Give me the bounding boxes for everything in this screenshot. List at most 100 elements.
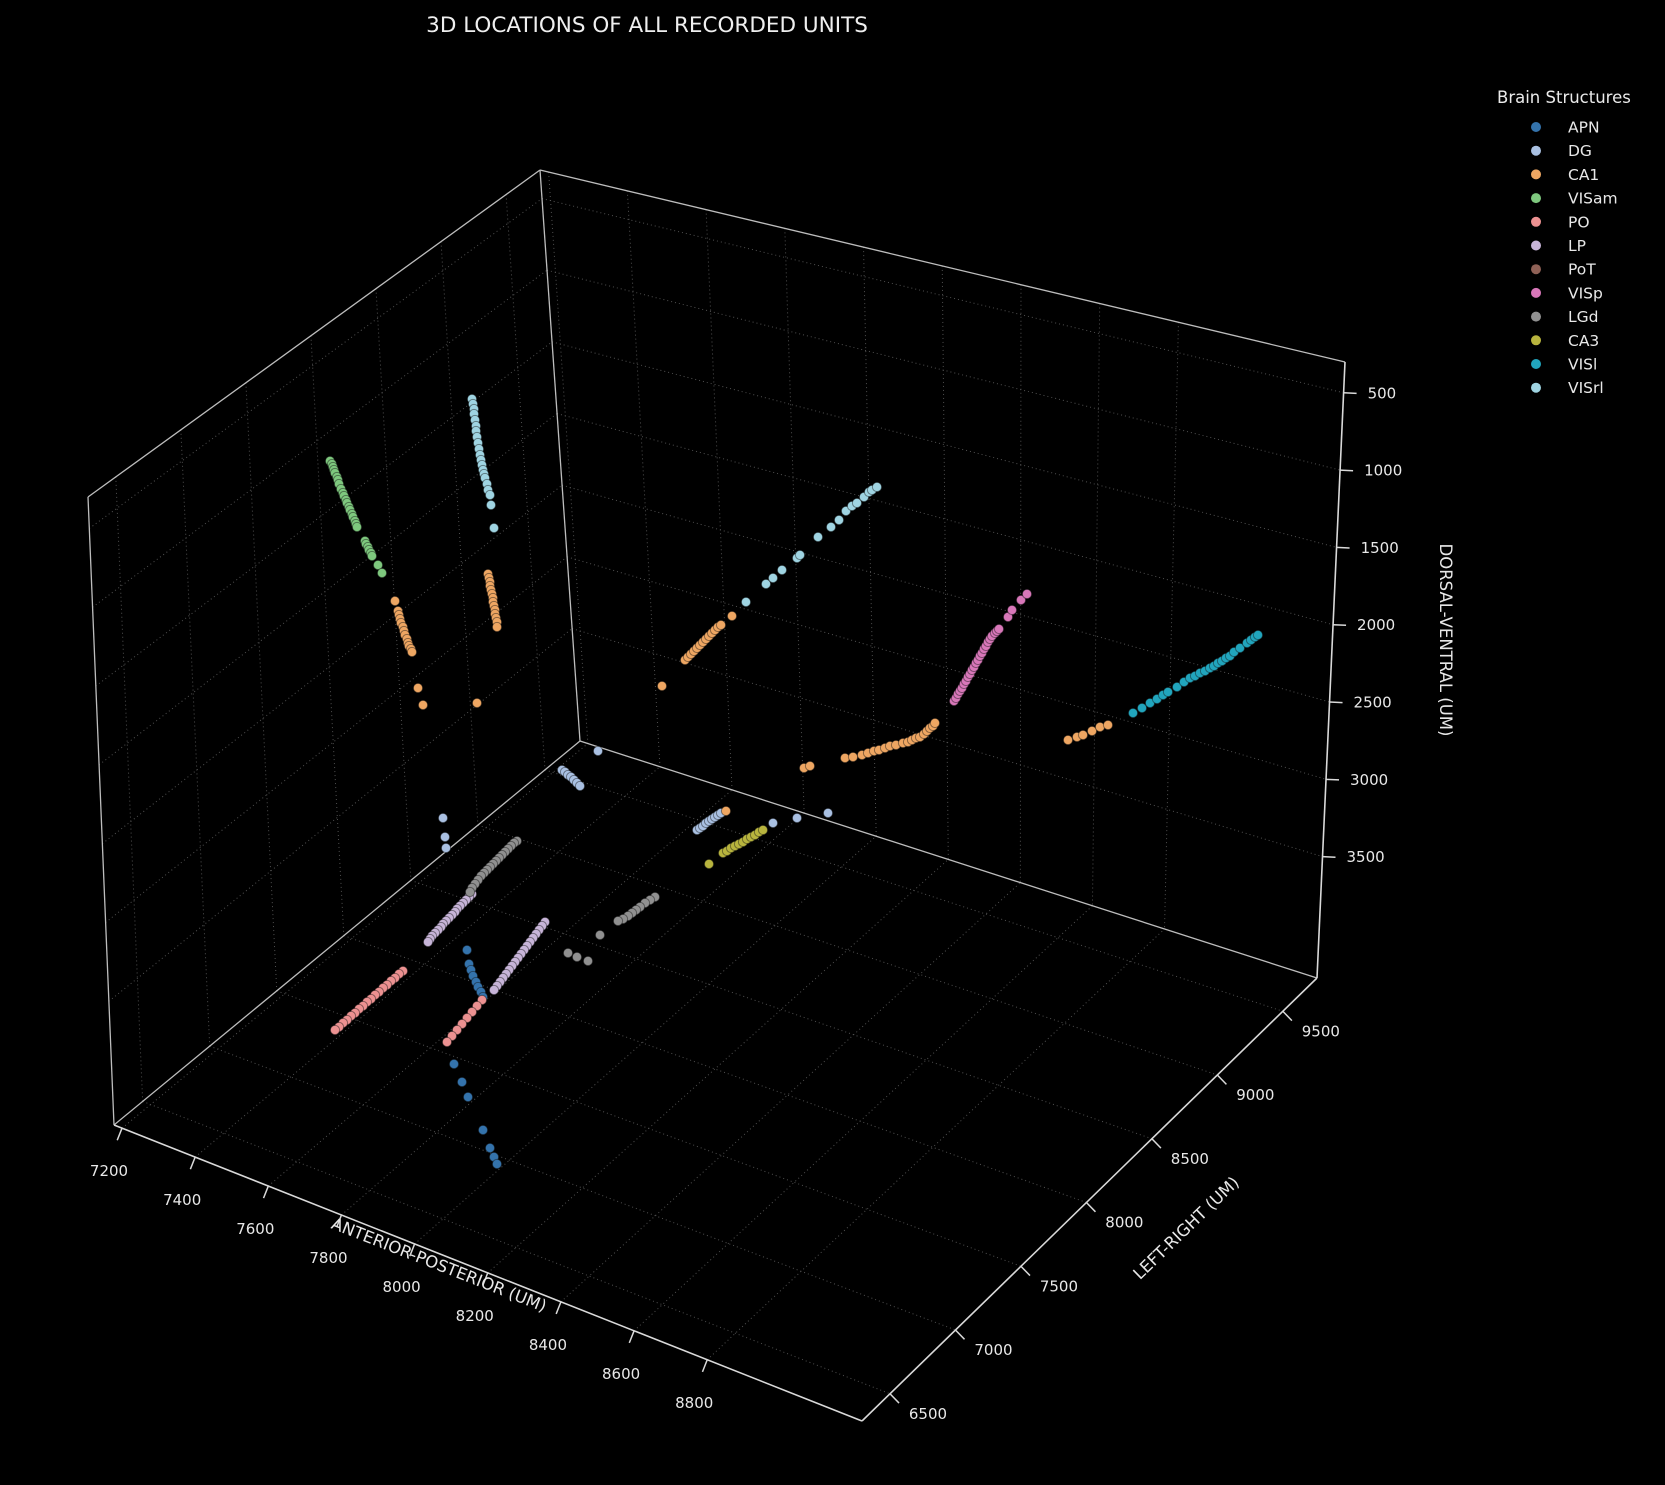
scatter-point	[794, 549, 806, 561]
series-PO	[329, 965, 488, 1048]
scatter-point	[776, 564, 788, 576]
grid-line	[487, 859, 949, 1274]
scatter-point	[440, 842, 452, 854]
tick-labels: 7200 7400 7600 7800 8000 8200 8400 8600 8800 6500…	[90, 384, 1402, 1422]
series-VISrl	[466, 393, 883, 608]
scatter-point	[871, 481, 883, 493]
scatter-point	[1171, 681, 1183, 693]
scatter-point	[1144, 697, 1156, 709]
x-tick-label: 7600	[236, 1220, 274, 1238]
scatter-point	[582, 955, 594, 967]
grid-line	[784, 228, 805, 814]
legend-items: APN DG CA1 VISam PO LP PoT VISp LGd CA3 VISl VISrl	[1531, 119, 1618, 397]
legend-label: CA1	[1568, 166, 1599, 184]
scatter-point	[562, 947, 574, 959]
tick-mark	[701, 1359, 708, 1373]
tick-mark	[1336, 546, 1350, 549]
grid-line	[541, 198, 1344, 394]
tick-mark	[116, 1127, 123, 1141]
tick-mark	[628, 1330, 635, 1344]
x-tick-label: 7400	[163, 1191, 201, 1209]
box-edge	[87, 169, 541, 498]
scatter-point	[574, 780, 586, 792]
grid-line	[633, 905, 1093, 1332]
scatter-point	[929, 717, 941, 729]
scatter-point	[612, 915, 624, 927]
box-edge	[87, 496, 115, 1126]
legend-item-PoT: PoT	[1531, 261, 1596, 279]
scatter-point	[1077, 729, 1089, 741]
scatter-point	[656, 680, 668, 692]
legend-item-VISp: VISp	[1531, 284, 1603, 302]
z-tick-label: 500	[1368, 384, 1397, 402]
x-tick-label: 7200	[90, 1162, 128, 1180]
scatter-point	[822, 807, 834, 819]
scatter-point	[366, 550, 378, 562]
scatter-point	[441, 1036, 453, 1048]
grid-line	[121, 743, 589, 1129]
tick-mark	[1216, 1074, 1227, 1085]
series-DG	[437, 745, 834, 854]
legend-label: APN	[1568, 119, 1600, 137]
scatter-point	[491, 621, 503, 633]
grid-line	[560, 882, 1021, 1303]
legend-swatch-VISp	[1531, 287, 1541, 298]
legend-label: CA3	[1568, 332, 1599, 350]
y-tick-label: 9500	[1302, 1022, 1340, 1040]
tick-mark	[1329, 701, 1343, 704]
legend-swatch-DG	[1531, 145, 1541, 156]
scatter-point	[351, 521, 363, 533]
z-tick-label: 1500	[1361, 539, 1399, 557]
legend-item-CA3: CA3	[1531, 332, 1599, 350]
scatter-point	[812, 531, 824, 543]
x-tick-label: 7800	[309, 1249, 347, 1267]
y-tick-label: 7000	[974, 1341, 1012, 1359]
grid-line	[1091, 303, 1101, 906]
legend-item-LP: LP	[1531, 237, 1586, 255]
scatter-point	[1086, 725, 1098, 737]
scatter-point	[484, 1142, 496, 1154]
legend-swatch-APN	[1531, 122, 1541, 132]
plot-title: 3D LOCATIONS OF ALL RECORDED UNITS	[426, 13, 868, 38]
grid-line	[245, 382, 278, 991]
grid-line	[180, 429, 211, 1047]
scatter-point	[372, 559, 384, 571]
legend-label: PoT	[1568, 261, 1596, 279]
series-CA3	[703, 824, 769, 870]
series-VISp	[948, 588, 1033, 707]
tick-mark	[409, 1243, 416, 1257]
scatter-point	[594, 929, 606, 941]
y-tick-label: 8500	[1171, 1150, 1209, 1168]
y-tick-label: 7500	[1040, 1277, 1078, 1295]
box-edge	[539, 169, 1346, 363]
axis-ticks	[116, 392, 1357, 1404]
grid-line	[142, 1100, 891, 1395]
grid-line	[941, 265, 949, 860]
scatter-point	[491, 1158, 503, 1170]
tick-mark	[262, 1185, 270, 1199]
legend-swatch-VISl	[1531, 359, 1541, 369]
scatter-point	[1006, 604, 1018, 616]
scatter-point	[1127, 707, 1139, 719]
legend-title: Brain Structures	[1497, 88, 1631, 107]
series-VISl	[1127, 629, 1264, 719]
scatter-point	[1002, 611, 1014, 623]
scatter-point	[464, 886, 476, 898]
grid-line	[115, 476, 144, 1102]
tick-mark	[482, 1272, 489, 1286]
series-LGd	[464, 835, 661, 967]
grid-line	[561, 484, 1330, 703]
scatter-point	[804, 760, 816, 772]
scatter-point	[740, 596, 752, 608]
grid-line	[310, 335, 345, 936]
legend-item-VISrl: VISrl	[1531, 379, 1604, 397]
tick-mark	[1020, 1265, 1031, 1277]
scatter-point	[1136, 702, 1148, 714]
axis-line	[861, 977, 1318, 1422]
grid-line	[705, 209, 733, 790]
grid-line	[1164, 322, 1179, 929]
legend-label: VISam	[1568, 190, 1618, 208]
scatter-point	[791, 812, 803, 824]
scatter-point	[715, 619, 727, 631]
